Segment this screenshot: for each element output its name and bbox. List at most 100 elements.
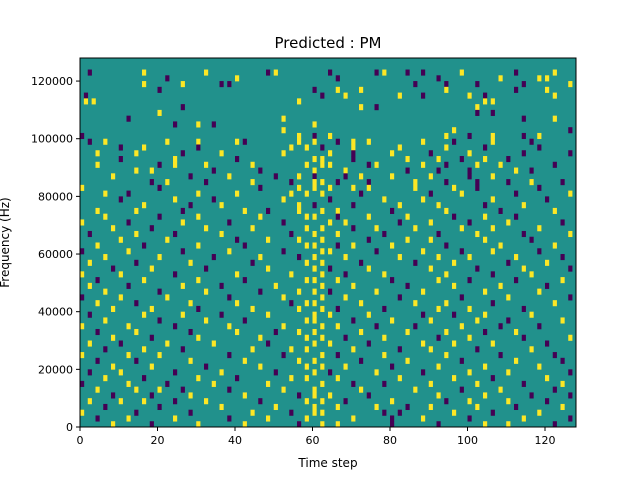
heatmap-cell (467, 173, 472, 180)
heatmap-cell (312, 202, 317, 209)
heatmap-cell (235, 75, 240, 82)
y-tick-label: 40000 (38, 306, 73, 319)
heatmap-cell (428, 265, 433, 272)
heatmap-cell (444, 328, 449, 336)
heatmap-cell (297, 132, 302, 140)
heatmap-cell (521, 415, 526, 422)
heatmap-cell (134, 328, 139, 336)
heatmap-cell (304, 375, 309, 382)
heatmap-cell (266, 265, 271, 272)
heatmap-cell (304, 363, 309, 370)
heatmap-cell (87, 311, 92, 318)
heatmap-cell (335, 75, 340, 82)
x-axis: 0 20 40 60 80 100 120 (77, 427, 556, 447)
heatmap-cell (312, 317, 317, 324)
heatmap-cell (552, 352, 557, 359)
heatmap-cell (134, 409, 139, 416)
heatmap-cell (80, 380, 85, 387)
heatmap-cell (413, 184, 418, 191)
heatmap-cell (312, 340, 317, 347)
heatmap-cell (537, 409, 542, 416)
heatmap-cell (537, 75, 542, 82)
heatmap-cell (467, 219, 472, 226)
heatmap-cell (258, 254, 263, 261)
heatmap-cell (180, 386, 185, 393)
heatmap-cell (157, 86, 162, 93)
heatmap-cell (498, 386, 503, 393)
heatmap-cell (421, 340, 426, 347)
heatmap-cell (335, 277, 340, 284)
heatmap-cell (235, 190, 240, 197)
heatmap-cell (444, 86, 449, 93)
heatmap-cell (118, 340, 123, 347)
heatmap-cell (452, 340, 457, 347)
heatmap-cell (343, 254, 348, 261)
heatmap-cell (320, 236, 325, 243)
heatmap-cell (413, 386, 418, 393)
heatmap-cell (545, 398, 550, 405)
heatmap-cell (490, 271, 495, 278)
heatmap-cell (552, 115, 557, 122)
heatmap-cell (568, 190, 573, 197)
heatmap-cell (235, 328, 240, 336)
heatmap-cell (483, 363, 488, 370)
heatmap-cell (328, 69, 333, 76)
heatmap-cell (475, 403, 480, 411)
heatmap-cell (312, 277, 317, 284)
heatmap-cell (483, 392, 488, 399)
heatmap-cell (506, 294, 511, 301)
heatmap-cell (537, 132, 542, 140)
heatmap-cell (242, 317, 247, 324)
heatmap-cell (521, 132, 526, 140)
heatmap-cell (421, 92, 426, 99)
heatmap-cell (219, 369, 224, 376)
heatmap-cell (196, 277, 201, 284)
heatmap-cell (405, 282, 410, 289)
heatmap-cell (521, 305, 526, 312)
heatmap-cell (320, 190, 325, 197)
heatmap-cell (320, 294, 325, 301)
heatmap-cell (242, 242, 247, 249)
heatmap-cell (204, 288, 209, 295)
heatmap-cell (366, 392, 371, 399)
heatmap-cell (560, 219, 565, 226)
heatmap-cell (459, 69, 464, 76)
heatmap-cell (452, 184, 457, 191)
heatmap-cell (397, 219, 402, 226)
heatmap-cell (227, 294, 232, 301)
heatmap-cell (328, 311, 333, 318)
heatmap-cell (281, 352, 286, 359)
heatmap-cell (428, 403, 433, 411)
heatmap-cell (537, 248, 542, 255)
heatmap-cell (444, 242, 449, 249)
heatmap-cell (95, 300, 100, 307)
x-tick-label: 120 (535, 434, 556, 447)
heatmap-cell (320, 179, 325, 186)
heatmap-cell (390, 242, 395, 249)
heatmap-cell (382, 69, 387, 76)
heatmap-cell (467, 369, 472, 376)
heatmap-cell (490, 375, 495, 382)
heatmap-cell (382, 196, 387, 203)
heatmap-cell (289, 179, 294, 186)
y-tick-label: 80000 (38, 190, 73, 203)
heatmap-cell (196, 421, 201, 428)
heatmap-cell (475, 380, 480, 387)
heatmap-cell (149, 363, 154, 370)
heatmap-cell (506, 369, 511, 376)
heatmap-cell (467, 305, 472, 312)
heatmap-cell (165, 138, 170, 145)
heatmap-cell (103, 403, 108, 411)
heatmap-cell (537, 225, 542, 232)
heatmap-cell (227, 323, 232, 330)
heatmap-cell (173, 161, 178, 168)
heatmap-cell (180, 219, 185, 226)
heatmap-cell (312, 254, 317, 261)
heatmap-cell (467, 92, 472, 99)
heatmap-cell (173, 156, 178, 163)
heatmap-cell (289, 300, 294, 307)
heatmap-cell (118, 294, 123, 301)
x-tick-label: 20 (151, 434, 165, 447)
heatmap-cell (312, 213, 317, 220)
heatmap-cell (289, 144, 294, 151)
